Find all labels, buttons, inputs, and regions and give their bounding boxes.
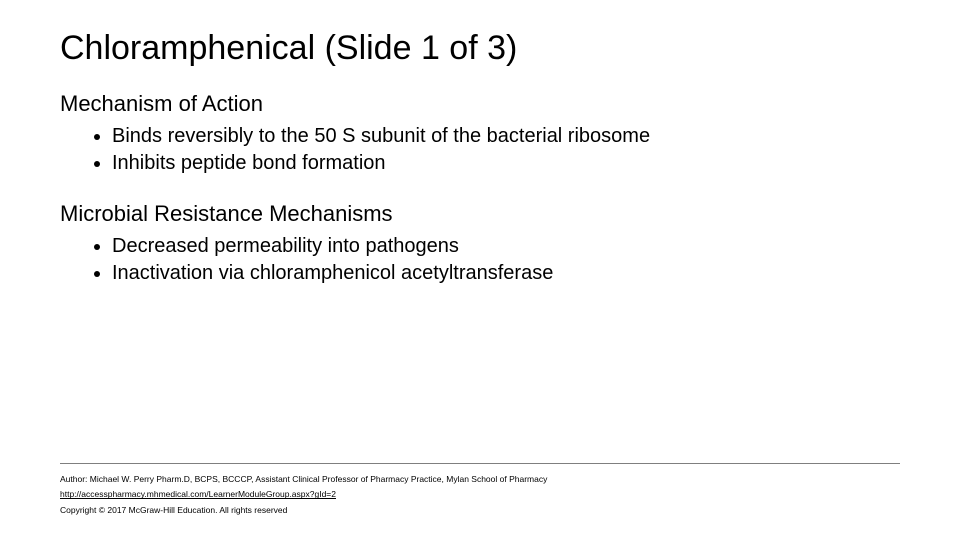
list-item: Inactivation via chloramphenicol acetylt…: [112, 260, 900, 287]
footer-author: Author: Michael W. Perry Pharm.D, BCPS, …: [60, 472, 900, 487]
slide-footer: Author: Michael W. Perry Pharm.D, BCPS, …: [60, 463, 900, 518]
footer-link-line: http://accesspharmacy.mhmedical.com/Lear…: [60, 487, 900, 502]
footer-divider: [60, 463, 900, 464]
section-mechanism: Mechanism of Action Binds reversibly to …: [60, 91, 900, 177]
section-resistance: Microbial Resistance Mechanisms Decrease…: [60, 201, 900, 287]
list-item: Binds reversibly to the 50 S subunit of …: [112, 123, 900, 150]
section-heading: Mechanism of Action: [60, 91, 900, 117]
section-heading: Microbial Resistance Mechanisms: [60, 201, 900, 227]
footer-copyright: Copyright © 2017 McGraw-Hill Education. …: [60, 503, 900, 518]
slide-title: Chloramphenical (Slide 1 of 3): [60, 28, 900, 69]
list-item: Inhibits peptide bond formation: [112, 150, 900, 177]
footer-link[interactable]: http://accesspharmacy.mhmedical.com/Lear…: [60, 489, 336, 499]
bullet-list: Decreased permeability into pathogens In…: [60, 233, 900, 287]
bullet-list: Binds reversibly to the 50 S subunit of …: [60, 123, 900, 177]
list-item: Decreased permeability into pathogens: [112, 233, 900, 260]
slide-container: Chloramphenical (Slide 1 of 3) Mechanism…: [0, 0, 960, 540]
